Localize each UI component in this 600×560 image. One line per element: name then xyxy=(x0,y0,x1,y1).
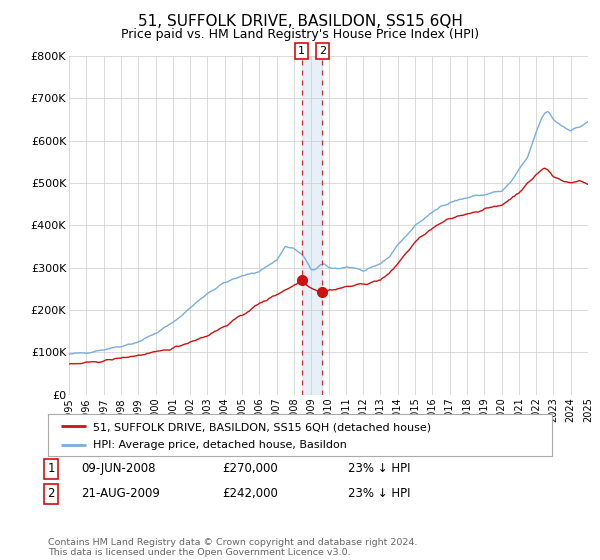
Text: 1: 1 xyxy=(298,46,305,56)
Text: 23% ↓ HPI: 23% ↓ HPI xyxy=(348,487,410,501)
Text: Price paid vs. HM Land Registry's House Price Index (HPI): Price paid vs. HM Land Registry's House … xyxy=(121,28,479,41)
Text: £242,000: £242,000 xyxy=(222,487,278,501)
Text: 51, SUFFOLK DRIVE, BASILDON, SS15 6QH: 51, SUFFOLK DRIVE, BASILDON, SS15 6QH xyxy=(137,14,463,29)
Text: Contains HM Land Registry data © Crown copyright and database right 2024.
This d: Contains HM Land Registry data © Crown c… xyxy=(48,538,418,557)
Text: HPI: Average price, detached house, Basildon: HPI: Average price, detached house, Basi… xyxy=(94,441,347,450)
Text: 51, SUFFOLK DRIVE, BASILDON, SS15 6QH (detached house): 51, SUFFOLK DRIVE, BASILDON, SS15 6QH (d… xyxy=(94,422,431,432)
Text: £270,000: £270,000 xyxy=(222,462,278,475)
Text: 09-JUN-2008: 09-JUN-2008 xyxy=(81,462,155,475)
Text: 21-AUG-2009: 21-AUG-2009 xyxy=(81,487,160,501)
Text: 23% ↓ HPI: 23% ↓ HPI xyxy=(348,462,410,475)
Text: 1: 1 xyxy=(47,462,55,475)
Text: 2: 2 xyxy=(319,46,326,56)
Text: 2: 2 xyxy=(47,487,55,501)
Bar xyxy=(302,56,322,395)
